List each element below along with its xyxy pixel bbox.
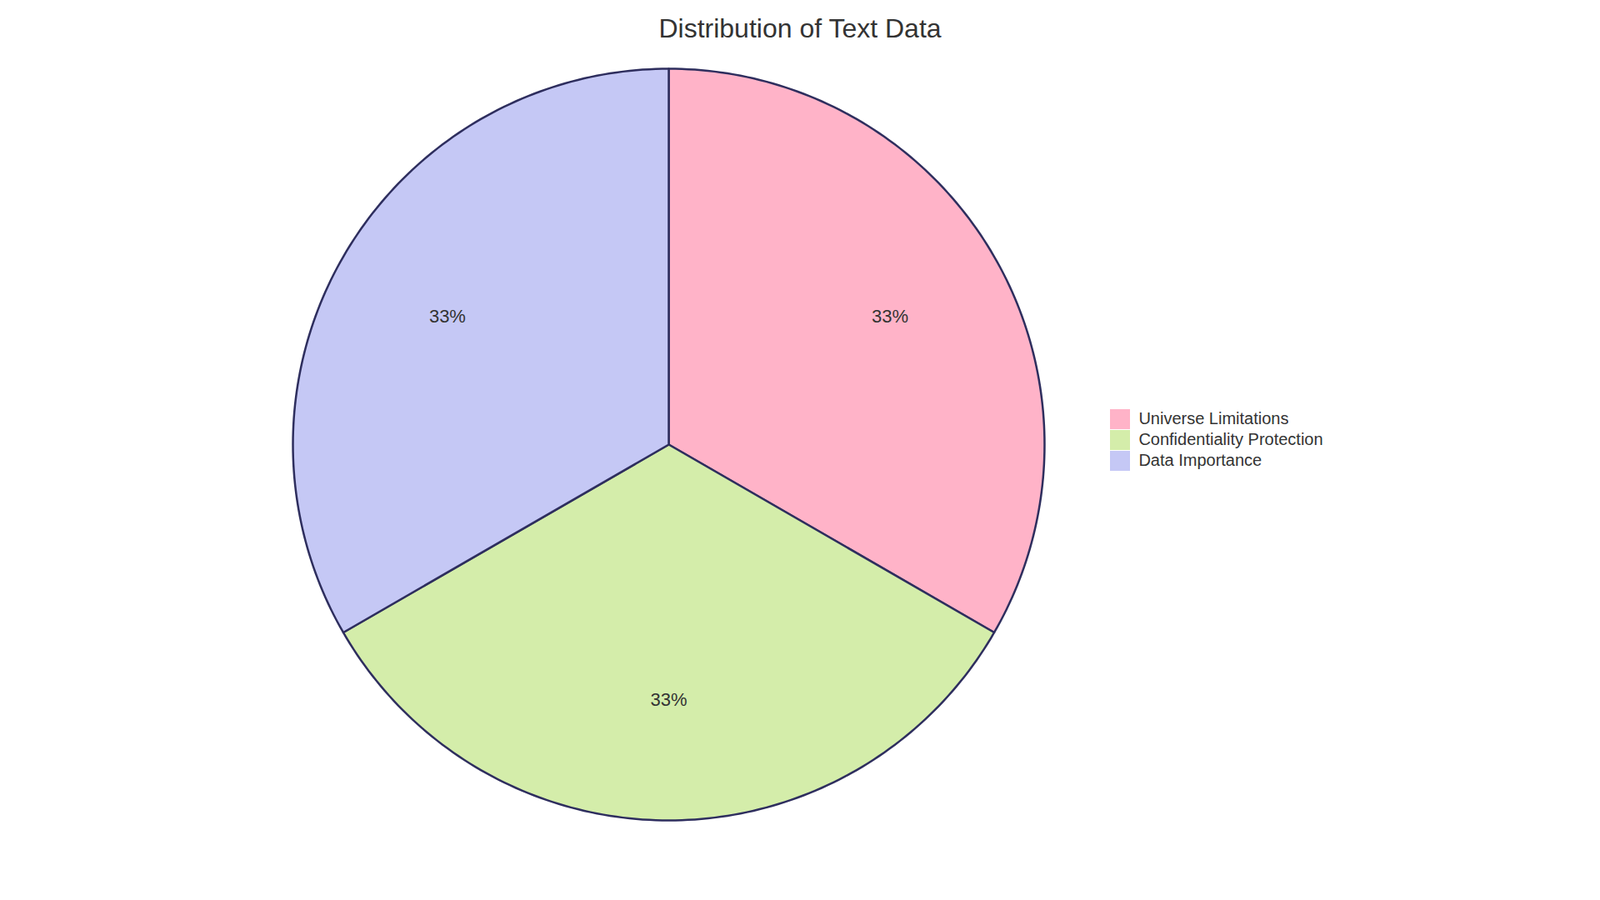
html-text:Universe Limitations: Universe Limitations bbox=[1138, 409, 1289, 428]
html-text:Confidentiality Protection: Confidentiality Protection bbox=[1138, 430, 1323, 449]
svg-text:33%: 33% bbox=[650, 689, 688, 710]
html-text:Data Importance: Data Importance bbox=[1138, 450, 1262, 470]
html-text:Distribution of Text Data: Distribution of Text Data bbox=[658, 13, 942, 44]
svg-text:33%: 33% bbox=[871, 305, 909, 327]
svg-text:33%: 33% bbox=[429, 305, 466, 327]
